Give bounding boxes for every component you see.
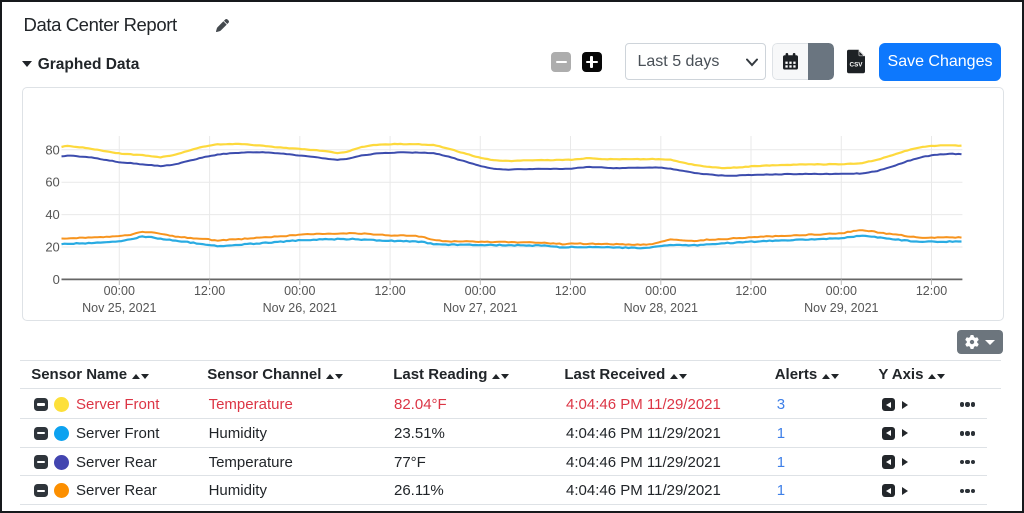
svg-text:00:00: 00:00 [826, 284, 857, 298]
svg-text:Nov 28, 2021: Nov 28, 2021 [624, 301, 698, 315]
svg-text:00:00: 00:00 [645, 284, 676, 298]
svg-text:00:00: 00:00 [104, 284, 135, 298]
svg-text:Nov 27, 2021: Nov 27, 2021 [443, 301, 517, 315]
svg-text:12:00: 12:00 [735, 284, 766, 298]
svg-text:Nov 25, 2021: Nov 25, 2021 [82, 301, 156, 315]
svg-text:Nov 26, 2021: Nov 26, 2021 [263, 301, 337, 315]
svg-text:60: 60 [45, 175, 59, 190]
svg-text:00:00: 00:00 [284, 284, 315, 298]
svg-text:12:00: 12:00 [194, 284, 225, 298]
svg-text:CSV: CSV [850, 61, 864, 68]
svg-text:12:00: 12:00 [555, 284, 586, 298]
svg-text:Nov 29, 2021: Nov 29, 2021 [804, 301, 878, 315]
svg-text:0: 0 [53, 272, 60, 287]
svg-text:12:00: 12:00 [916, 284, 947, 298]
svg-text:12:00: 12:00 [374, 284, 405, 298]
svg-text:40: 40 [45, 207, 59, 222]
svg-text:80: 80 [45, 142, 59, 157]
svg-text:20: 20 [45, 240, 59, 255]
svg-text:00:00: 00:00 [465, 284, 496, 298]
